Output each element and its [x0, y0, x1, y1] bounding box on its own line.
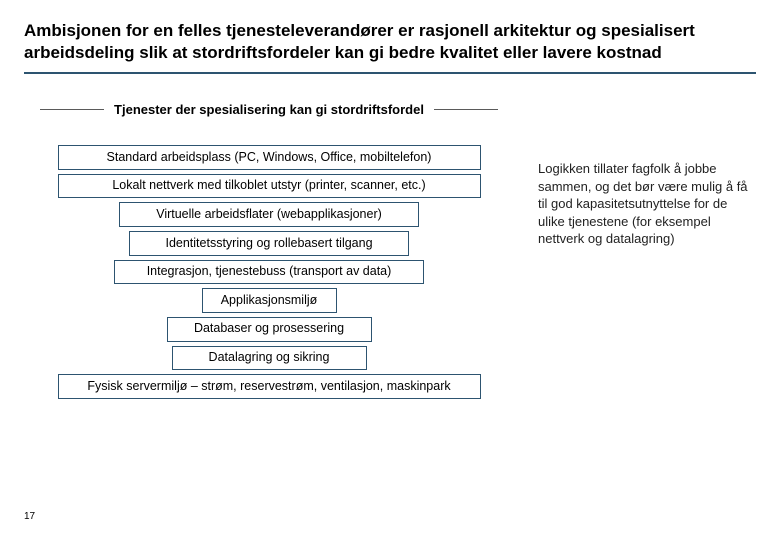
section-header-text: Tjenester der spesialisering kan gi stor…: [114, 102, 424, 117]
divider-line-right: [434, 109, 498, 110]
service-box: Lokalt nettverk med tilkoblet utstyr (pr…: [58, 174, 481, 199]
service-box: Datalagring og sikring: [172, 346, 367, 371]
divider-line-left: [40, 109, 104, 110]
page-number: 17: [24, 511, 35, 522]
service-box: Databaser og prosessering: [167, 317, 372, 342]
left-column: Tjenester der spesialisering kan gi stor…: [24, 102, 514, 399]
service-box: Applikasjonsmiljø: [202, 288, 337, 313]
slide-title: Ambisjonen for en felles tjenesteleveran…: [24, 20, 756, 74]
service-box: Integrasjon, tjenestebuss (transport av …: [114, 260, 424, 285]
service-box: Identitetsstyring og rollebasert tilgang: [129, 231, 409, 256]
service-box: Virtuelle arbeidsflater (webapplikasjone…: [119, 202, 419, 227]
section-header-row: Tjenester der spesialisering kan gi stor…: [24, 102, 514, 117]
service-box: Standard arbeidsplass (PC, Windows, Offi…: [58, 145, 481, 170]
service-box: Fysisk servermiljø – strøm, reservestrøm…: [58, 374, 481, 399]
box-stack: Standard arbeidsplass (PC, Windows, Offi…: [24, 145, 514, 399]
content-area: Tjenester der spesialisering kan gi stor…: [24, 102, 756, 399]
side-text: Logikken tillater fagfolk å jobbe sammen…: [538, 102, 756, 399]
